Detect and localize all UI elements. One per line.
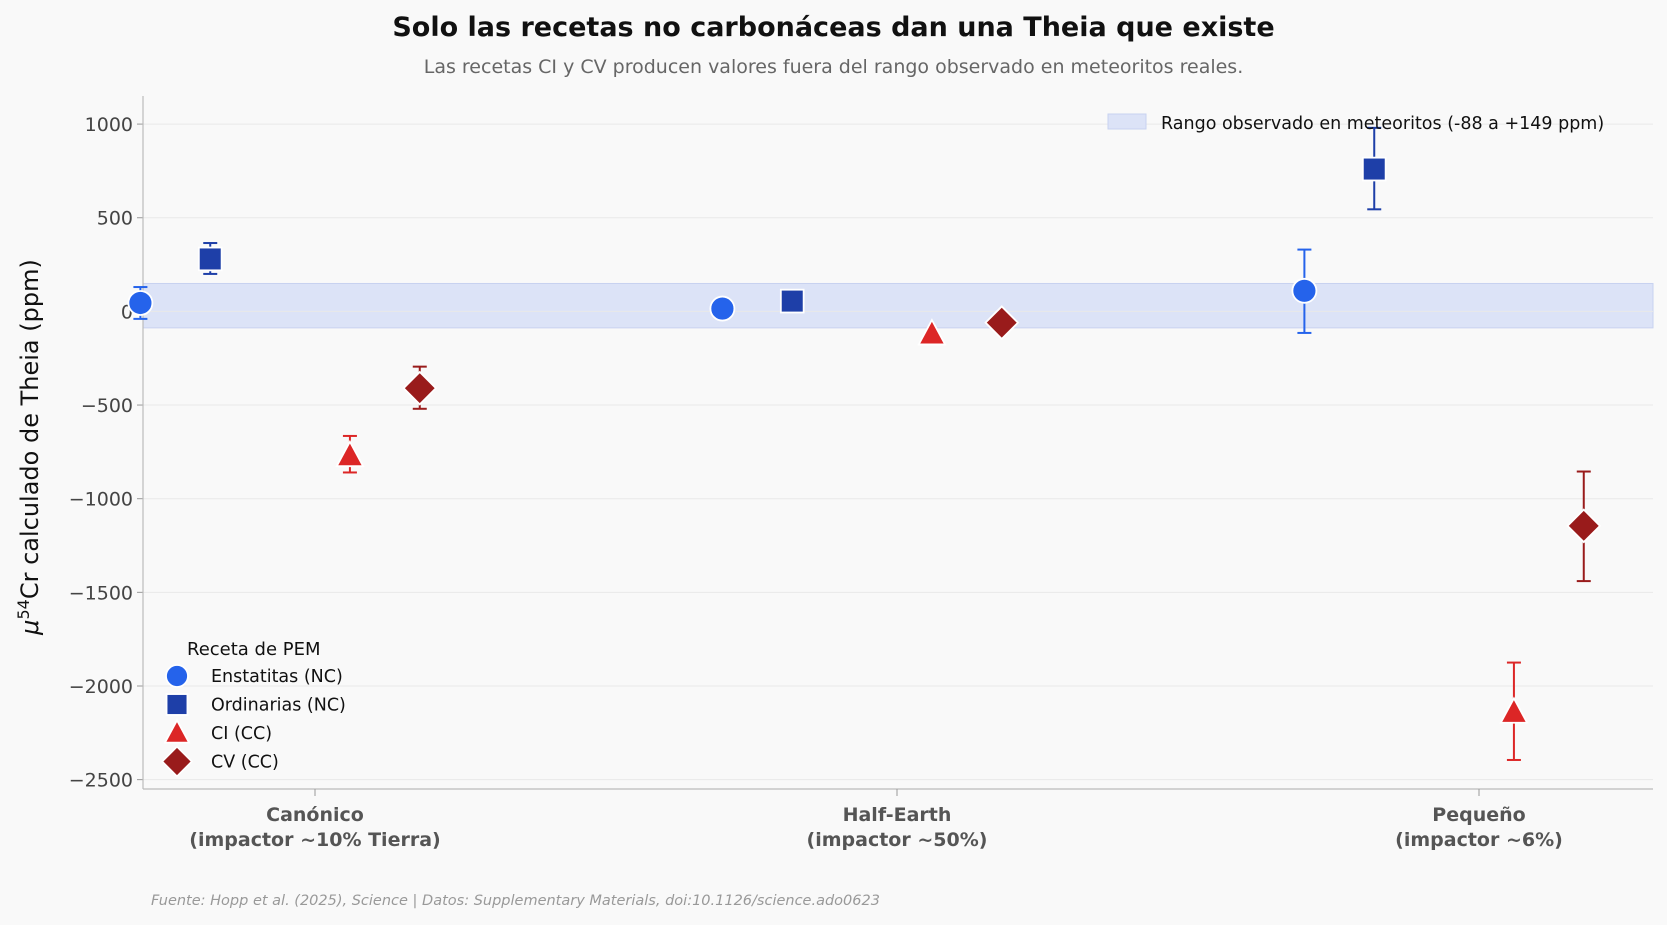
data-point xyxy=(402,370,438,406)
page-title: Solo las recetas no carbonáceas dan una … xyxy=(392,12,1275,43)
legend-marker xyxy=(165,693,189,716)
category-label: Pequeño xyxy=(1432,804,1525,826)
data-point xyxy=(917,318,947,346)
data-point xyxy=(1361,156,1387,182)
data-point xyxy=(1499,696,1529,724)
data-point xyxy=(197,246,223,272)
data-point xyxy=(335,439,365,468)
page-subtitle: Las recetas CI y CV producen valores fue… xyxy=(423,56,1244,78)
data-point xyxy=(709,295,736,322)
legend-item-label: CV (CC) xyxy=(211,753,279,773)
y-tick-label: −2000 xyxy=(69,676,133,698)
legend-range-label: Rango observado en meteoritos (-88 a +14… xyxy=(1161,114,1604,134)
y-tick-label: 1000 xyxy=(85,114,133,136)
legend-marker xyxy=(160,745,194,778)
y-tick-label: −2500 xyxy=(69,770,133,792)
source-note: Fuente: Hopp et al. (2025), Science | Da… xyxy=(151,893,880,909)
y-tick-label: −1500 xyxy=(69,582,133,604)
data-point xyxy=(1566,508,1602,544)
data-point xyxy=(984,305,1020,341)
legend-item-label: CI (CC) xyxy=(211,724,272,744)
y-tick-label: −500 xyxy=(81,395,133,417)
y-tick-label: 500 xyxy=(97,208,133,230)
category-sublabel: (impactor ~50%) xyxy=(807,829,988,851)
legend-range-swatch xyxy=(1107,113,1147,130)
y-axis-label: μ54Cr calculado de Theia (ppm) xyxy=(14,259,45,636)
y-tick-label: −1000 xyxy=(69,489,133,511)
legend-marker xyxy=(163,718,191,744)
category-sublabel: (impactor ~6%) xyxy=(1395,829,1563,851)
category-label: Half-Earth xyxy=(843,804,952,826)
data-point xyxy=(127,290,154,316)
legend-item-label: Ordinarias (NC) xyxy=(211,696,346,716)
legend-title: Receta de PEM xyxy=(187,639,321,660)
legend-item-label: Enstatitas (NC) xyxy=(211,667,343,687)
data-point xyxy=(779,288,805,314)
category-sublabel: (impactor ~10% Tierra) xyxy=(189,829,440,851)
data-point xyxy=(1291,277,1318,304)
legend-marker xyxy=(165,664,189,688)
observed-range-band xyxy=(142,282,1654,329)
category-label: Canónico xyxy=(266,804,364,826)
